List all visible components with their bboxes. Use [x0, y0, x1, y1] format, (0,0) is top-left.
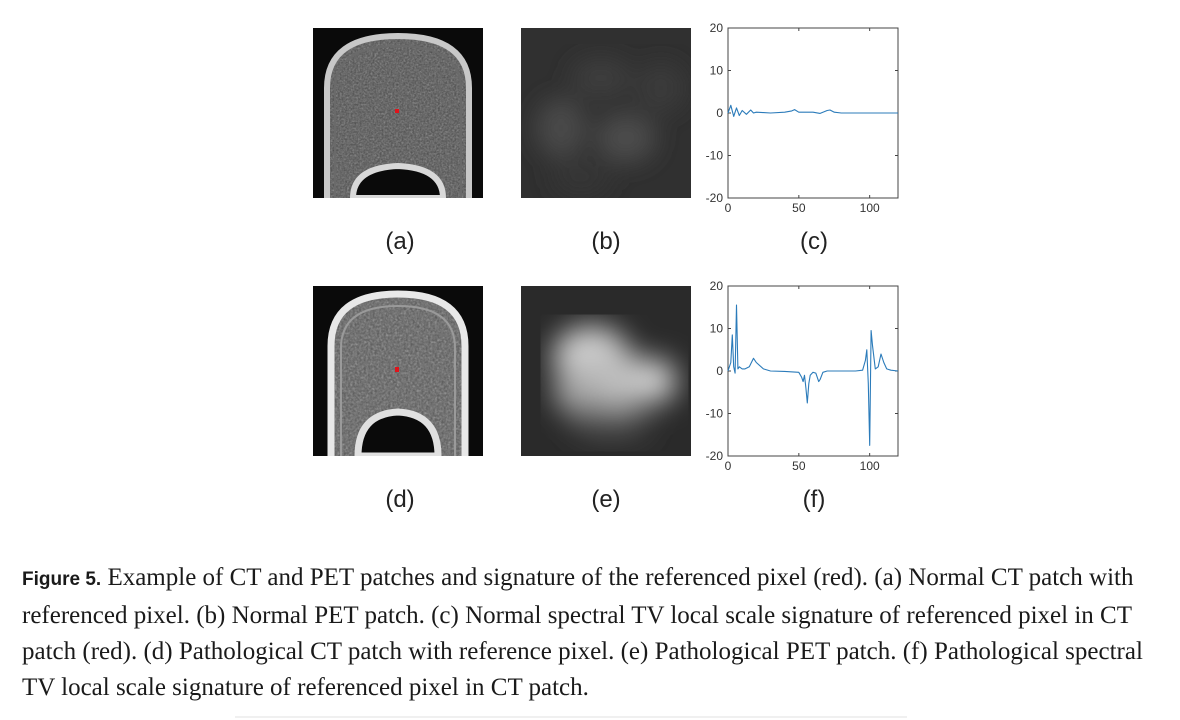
- figure-caption-tag: Figure 5.: [22, 569, 102, 590]
- ct-patch-pathological: [313, 286, 483, 456]
- y-tick-label: -10: [706, 149, 724, 163]
- signature-plot-pathological: -20 -10 0 10 20 0 50 100: [692, 278, 908, 474]
- panel-label-a: (a): [385, 228, 415, 255]
- panel-label-b: (b): [591, 228, 621, 255]
- x-tick-label: 0: [725, 201, 732, 215]
- panel-label-f: (f): [802, 486, 826, 513]
- ct-patch-normal: [313, 28, 483, 198]
- x-tick-label: 50: [792, 459, 806, 473]
- panel-label-c: (c): [800, 228, 828, 255]
- y-tick-label: 0: [716, 106, 723, 120]
- y-tick-label: 10: [710, 64, 724, 78]
- panel-label-e: (e): [591, 486, 621, 513]
- y-tick-label: -10: [706, 407, 724, 421]
- signature-plot-normal: -20 -10 0 10 20 0 50 100: [692, 20, 908, 216]
- figure-caption: Figure 5. Example of CT and PET patches …: [22, 560, 1172, 706]
- signature-line: [727, 304, 899, 446]
- divider: [235, 716, 907, 718]
- y-tick-label: 10: [710, 322, 724, 336]
- y-tick-label: 20: [710, 279, 724, 293]
- reference-pixel-marker: [395, 109, 399, 113]
- x-tick-label: 50: [792, 201, 806, 215]
- y-tick-label: 0: [716, 364, 723, 378]
- figure-caption-text: Example of CT and PET patches and signat…: [22, 564, 1143, 701]
- plot-frame: [727, 285, 899, 457]
- y-tick-label: -20: [706, 191, 724, 205]
- pet-patch-normal: [521, 28, 691, 198]
- x-tick-label: 0: [725, 459, 732, 473]
- x-tick-label: 100: [860, 201, 880, 215]
- signature-line: [727, 104, 898, 117]
- x-tick-label: 100: [860, 459, 880, 473]
- y-tick-label: -20: [706, 449, 724, 463]
- reference-pixel-marker: [395, 367, 399, 372]
- panel-label-d: (d): [385, 486, 415, 513]
- pet-patch-pathological: [521, 286, 691, 456]
- y-tick-label: 20: [710, 21, 724, 35]
